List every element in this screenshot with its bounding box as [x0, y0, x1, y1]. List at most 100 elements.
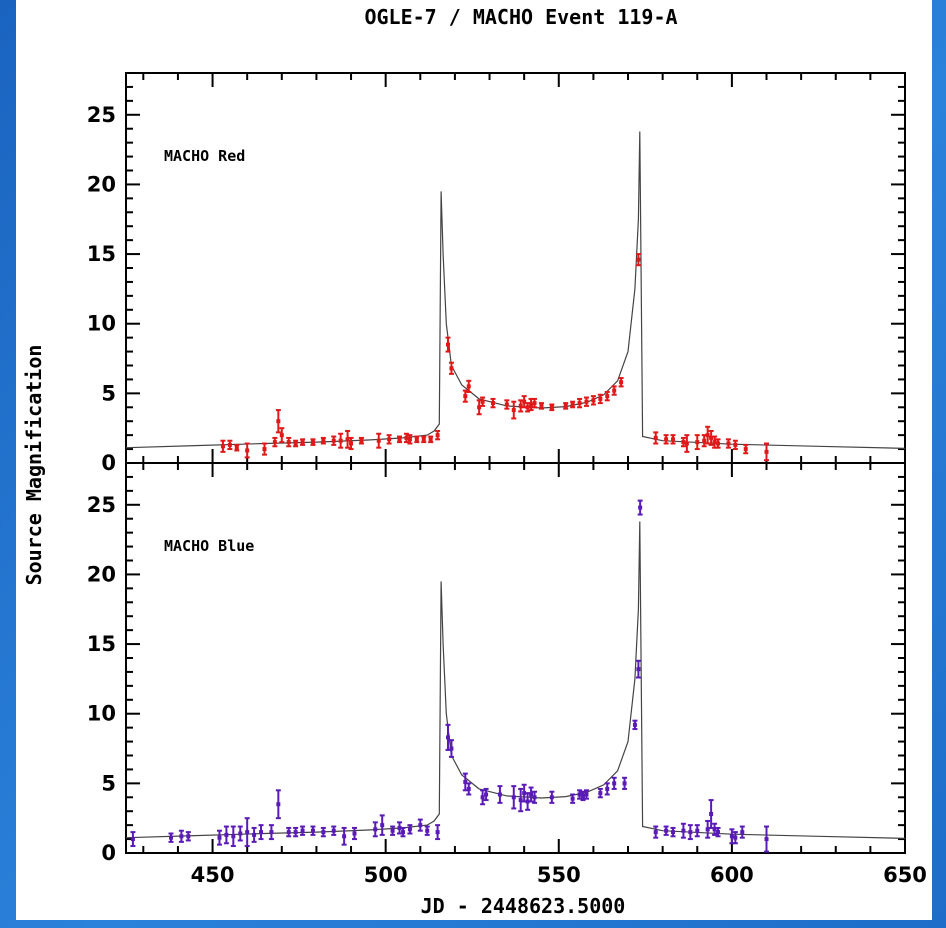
data-point	[404, 435, 409, 440]
y-tick-label: 10	[87, 312, 116, 336]
data-point	[591, 398, 596, 403]
data-point	[511, 795, 516, 800]
data-point	[622, 781, 627, 786]
y-tick-label: 10	[87, 702, 116, 726]
data-point	[445, 342, 450, 347]
data-point	[563, 403, 568, 408]
data-point	[224, 832, 229, 837]
data-point	[245, 830, 250, 835]
data-point	[262, 447, 267, 452]
data-point	[310, 828, 315, 833]
data-point	[712, 440, 717, 445]
data-point	[418, 823, 423, 828]
data-point	[352, 831, 357, 836]
y-tick-label: 20	[87, 172, 116, 196]
data-point	[518, 403, 523, 408]
data-point	[342, 834, 347, 839]
data-point	[349, 441, 354, 446]
data-point	[293, 830, 298, 835]
data-point	[380, 823, 385, 828]
data-point	[425, 828, 430, 833]
data-point	[449, 366, 454, 371]
data-point	[688, 830, 693, 835]
data-point	[407, 827, 412, 832]
data-point	[497, 792, 502, 797]
data-point	[300, 828, 305, 833]
data-point	[300, 440, 305, 445]
data-point	[740, 830, 745, 835]
data-point	[681, 828, 686, 833]
data-point	[705, 827, 710, 832]
data-point	[231, 834, 236, 839]
data-point	[612, 781, 617, 786]
data-point	[387, 437, 392, 442]
data-point	[584, 792, 589, 797]
data-point	[428, 437, 433, 442]
data-point	[331, 828, 336, 833]
x-axis-label: JD - 2448623.5000	[421, 894, 626, 918]
data-point	[186, 834, 191, 839]
data-point	[709, 435, 714, 440]
data-point	[466, 384, 471, 389]
data-point	[279, 433, 284, 438]
chart-title: OGLE-7 / MACHO Event 119-A	[364, 5, 677, 29]
data-point	[217, 835, 222, 840]
data-point	[338, 438, 343, 443]
data-point	[584, 399, 589, 404]
data-point	[466, 786, 471, 791]
plot-frame	[125, 462, 906, 854]
data-point	[764, 837, 769, 842]
data-point	[529, 792, 534, 797]
data-point	[359, 438, 364, 443]
data-point	[702, 438, 707, 443]
data-point	[581, 793, 586, 798]
data-point	[390, 828, 395, 833]
data-point	[684, 441, 689, 446]
y-tick-label: 15	[87, 632, 116, 656]
data-point	[421, 437, 426, 442]
data-point	[376, 438, 381, 443]
data-point	[532, 401, 537, 406]
data-point	[435, 830, 440, 835]
data-point	[681, 440, 686, 445]
data-point	[169, 835, 174, 840]
data-point	[321, 830, 326, 835]
y-tick-label: 25	[87, 493, 116, 517]
data-point	[598, 396, 603, 401]
data-point	[598, 791, 603, 796]
data-point	[293, 441, 298, 446]
data-point	[743, 447, 748, 452]
x-tick-label: 450	[191, 863, 235, 887]
data-point	[400, 830, 405, 835]
data-point	[179, 834, 184, 839]
data-point	[238, 831, 243, 836]
data-point	[577, 401, 582, 406]
data-point	[726, 441, 731, 446]
y-tick-label: 0	[101, 841, 116, 865]
data-point	[518, 798, 523, 803]
data-point	[636, 257, 641, 262]
data-point	[695, 440, 700, 445]
data-point	[636, 667, 641, 672]
data-point	[130, 837, 135, 842]
data-point	[612, 388, 617, 393]
y-tick-label: 5	[101, 381, 116, 405]
data-point	[484, 792, 489, 797]
panel-label-macho-blue: MACHO Blue	[164, 537, 254, 555]
data-point	[276, 802, 281, 807]
data-point	[245, 448, 250, 453]
data-point	[490, 401, 495, 406]
data-point	[269, 830, 274, 835]
y-axis-label: Source Magnification	[22, 345, 46, 586]
data-point	[733, 835, 738, 840]
data-point	[664, 437, 669, 442]
data-point	[286, 830, 291, 835]
x-tick-label: 500	[364, 863, 408, 887]
data-point	[764, 449, 769, 454]
data-point	[522, 399, 527, 404]
data-point	[463, 394, 468, 399]
data-point	[272, 440, 277, 445]
data-point	[345, 437, 350, 442]
data-point	[435, 433, 440, 438]
